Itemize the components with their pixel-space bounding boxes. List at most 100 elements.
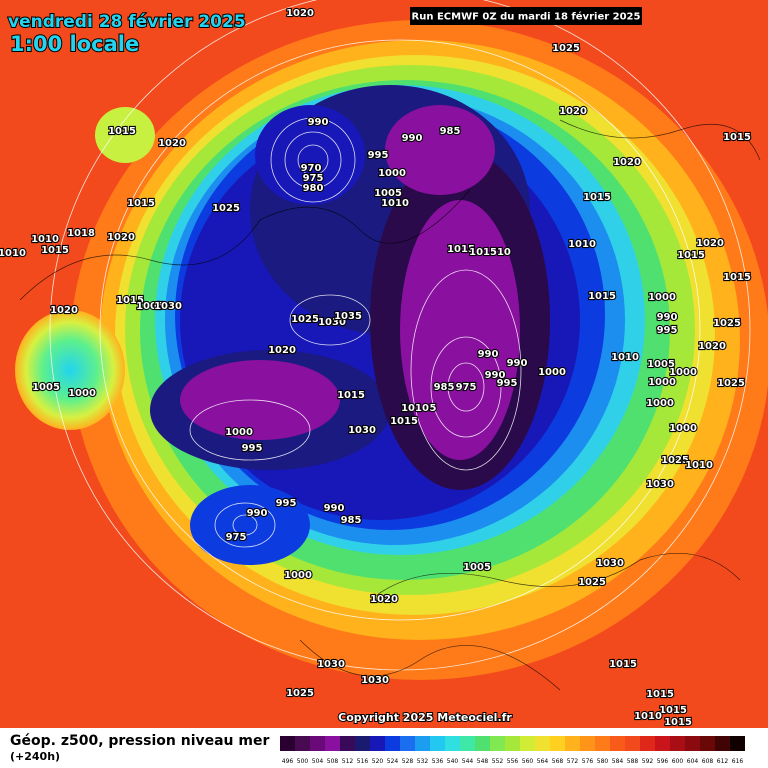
colorbar-swatch <box>385 736 400 751</box>
isobar-label: 1015 <box>723 132 751 143</box>
colorbar-label: 532 <box>417 758 429 765</box>
isobar-label: 1000 <box>225 427 253 438</box>
isobar-label: 990 <box>308 117 329 128</box>
isobar-label: 985 <box>440 126 461 137</box>
isobar-label: 1025 <box>291 314 319 325</box>
colorbar-label: 592 <box>642 758 654 765</box>
colorbar-swatch <box>520 736 535 751</box>
isobar-label: 1030 <box>361 675 389 686</box>
colorbar-label: 584 <box>612 758 624 765</box>
isobar-label: 1010 <box>31 234 59 245</box>
isobar-label: 990 <box>507 358 528 369</box>
isobar-label: 1020 <box>370 594 398 605</box>
isobar-label: 1020 <box>107 232 135 243</box>
colorbar-label: 576 <box>582 758 594 765</box>
footer-lead: (+240h) <box>10 750 60 763</box>
isobar-label: 995 <box>242 443 263 454</box>
colorbar-label: 560 <box>522 758 534 765</box>
isobar-label: 995 <box>497 378 518 389</box>
isobar-label: 1020 <box>613 157 641 168</box>
map-time: 1:00 locale <box>10 32 139 56</box>
isobar-label: 975 <box>456 382 477 393</box>
isobar-label: 1000 <box>669 423 697 434</box>
isobar-label: 1015 <box>127 198 155 209</box>
isobar-label: 1015 <box>337 390 365 401</box>
colorbar-label: 520 <box>372 758 384 765</box>
isobar-label: 1015 <box>659 705 687 716</box>
isobar-label: 1005 <box>136 301 164 312</box>
isobar-labels: 1020102510151020990985990995970975980100… <box>0 7 752 729</box>
isobar-label: 990 <box>657 312 678 323</box>
isobar-label: 1020 <box>158 138 186 149</box>
colorbar-swatch <box>490 736 505 751</box>
isobar-label: 1010 <box>685 460 713 471</box>
colorbar-swatch <box>400 736 415 751</box>
colorbar-label: 500 <box>297 758 309 765</box>
isobar-label: 1030 <box>646 479 674 490</box>
isobar-label: 975 <box>303 173 324 184</box>
colorbar-swatch <box>580 736 595 751</box>
isobar-label: 980 <box>303 183 324 194</box>
isobar-label: 1010 <box>0 248 26 259</box>
isobar-label: 1025 <box>552 43 580 54</box>
isobar-label: 1015 <box>588 291 616 302</box>
isobar-label: 1010 <box>381 198 409 209</box>
colorbar-label: 524 <box>387 758 399 765</box>
colorbar-label: 608 <box>702 758 714 765</box>
isobar-label: 1015 <box>677 250 705 261</box>
isobar-label: 1015 <box>609 659 637 670</box>
isobar-label: 1015 <box>664 717 692 728</box>
copyright: Copyright 2025 Meteociel.fr <box>338 711 512 724</box>
isobar-label: 990 <box>247 508 268 519</box>
isobar-label: 1005 <box>647 359 675 370</box>
isobar-label: 1030 <box>318 317 346 328</box>
isobar-label: 5 <box>430 403 437 414</box>
isobar-label: 995 <box>276 498 297 509</box>
colorbar-label: 556 <box>507 758 519 765</box>
colorbar-swatch <box>625 736 640 751</box>
colorbar-swatch <box>295 736 310 751</box>
isobar-label: 1015 <box>723 272 751 283</box>
colorbar-swatch <box>430 736 445 751</box>
colorbar: 496 500 504 508 512 516 520 524 528 532 536 540 544 5… <box>280 736 745 765</box>
isobar-label: 1020 <box>696 238 724 249</box>
isobar-label: 1030 <box>317 659 345 670</box>
colorbar-swatch <box>415 736 430 751</box>
isobar-label: 1015 <box>108 126 136 137</box>
isobar-label: 1020 <box>50 305 78 316</box>
isobar-label: 1015 <box>390 416 418 427</box>
isobar-label: 1018 <box>67 228 95 239</box>
colorbar-swatch <box>325 736 340 751</box>
isobar-label: 990 <box>478 349 499 360</box>
isobar-label: 990 <box>485 370 506 381</box>
isobar-label: 1025 <box>286 688 314 699</box>
isobar-label: 1005 <box>463 562 491 573</box>
colorbar-swatch <box>340 736 355 751</box>
colorbar-swatch <box>700 736 715 751</box>
isobar-label: 1010 <box>634 711 662 722</box>
colorbar-label: 552 <box>492 758 504 765</box>
colorbar-swatch <box>445 736 460 751</box>
colorbar-swatch <box>460 736 475 751</box>
colorbar-label: 516 <box>357 758 369 765</box>
colorbar-label: 540 <box>447 758 459 765</box>
colorbar-swatch <box>310 736 325 751</box>
map <box>0 0 768 728</box>
isobar-label: 1015 <box>447 244 475 255</box>
isobar-label: 1030 <box>154 301 182 312</box>
isobar-label: 1015 <box>116 295 144 306</box>
colorbar-label: 504 <box>312 758 324 765</box>
isobar-label: 1000 <box>669 367 697 378</box>
colorbar-swatch <box>355 736 370 751</box>
colorbar-swatch <box>730 736 745 751</box>
isobar-label: 1020 <box>698 341 726 352</box>
isobar-label: 1025 <box>212 203 240 214</box>
run-box <box>410 7 642 25</box>
isobar-label: 1020 <box>559 106 587 117</box>
isobar-label: 1000 <box>648 292 676 303</box>
run-info: Run ECMWF 0Z du mardi 18 février 2025 <box>412 11 641 23</box>
colorbar-label: 496 <box>282 758 294 765</box>
isobar-label: 1010 <box>568 239 596 250</box>
colorbar-swatch <box>280 736 295 751</box>
